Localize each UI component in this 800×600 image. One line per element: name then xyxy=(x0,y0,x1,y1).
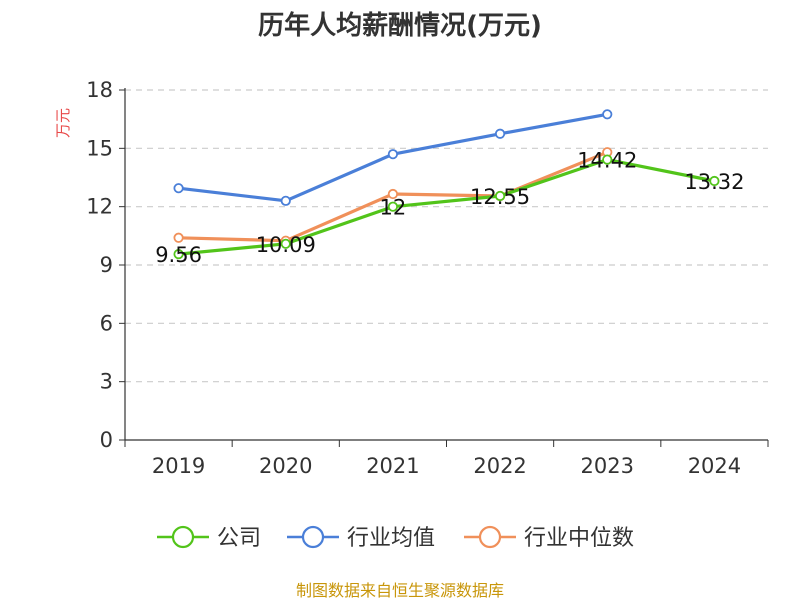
data-label: 14.42 xyxy=(577,149,637,173)
data-point-0 xyxy=(387,201,399,212)
legend-marker xyxy=(478,525,502,549)
legend-marker xyxy=(171,525,195,549)
data-label-layer: 9.56 10.09 12 12.55 14.42 13.32 xyxy=(155,149,744,268)
data-point-1 xyxy=(387,149,399,160)
y-tick-label: 9 xyxy=(100,253,113,277)
y-axis-label: 万元 xyxy=(54,108,72,138)
y-tick-label: 6 xyxy=(100,311,113,335)
y-tick-label: 3 xyxy=(100,370,113,394)
x-tick-label: 2022 xyxy=(473,454,526,478)
axis-layer: 0 3 6 9 12 15 18 2019 2020 2021 2022 2023 2024 xyxy=(86,78,769,478)
legend-marker xyxy=(301,525,325,549)
data-point-1 xyxy=(494,128,506,139)
data-point-2 xyxy=(173,232,184,243)
data-point-2 xyxy=(387,188,399,200)
data-label: 9.56 xyxy=(155,243,202,267)
y-tick-label: 18 xyxy=(86,78,113,102)
data-label: 10.09 xyxy=(256,233,316,257)
source-note: 制图数据来自恒生聚源数据库 xyxy=(296,581,504,600)
data-point-0 xyxy=(173,249,184,260)
y-tick-label: 0 xyxy=(100,428,113,452)
chart-title: 历年人均薪酬情况(万元) xyxy=(258,10,542,41)
series-layer xyxy=(173,109,720,260)
data-point-1 xyxy=(173,183,184,194)
legend: 公司 行业均值 行业中位数 xyxy=(157,525,634,551)
x-tick-label: 2021 xyxy=(366,454,419,478)
grid-layer xyxy=(125,89,768,383)
x-tick-label: 2024 xyxy=(688,454,741,478)
y-tick-label: 15 xyxy=(86,136,113,160)
data-point-0 xyxy=(280,238,291,249)
x-tick-label: 2023 xyxy=(581,454,634,478)
legend-label: 行业均值 xyxy=(347,526,435,551)
data-point-0 xyxy=(602,154,613,165)
series-line-0 xyxy=(177,158,716,256)
legend-label: 行业中位数 xyxy=(524,526,634,551)
data-point-0 xyxy=(709,175,720,187)
x-tick-label: 2019 xyxy=(152,454,205,478)
data-point-1 xyxy=(602,109,613,120)
data-label: 13.32 xyxy=(684,170,744,194)
x-tick-label: 2020 xyxy=(259,454,312,478)
data-point-0 xyxy=(494,190,506,202)
y-tick-label: 12 xyxy=(86,195,113,219)
data-point-1 xyxy=(280,195,291,206)
data-label: 12 xyxy=(380,196,407,220)
legend-label: 公司 xyxy=(217,526,261,551)
data-label: 12.55 xyxy=(470,185,530,209)
